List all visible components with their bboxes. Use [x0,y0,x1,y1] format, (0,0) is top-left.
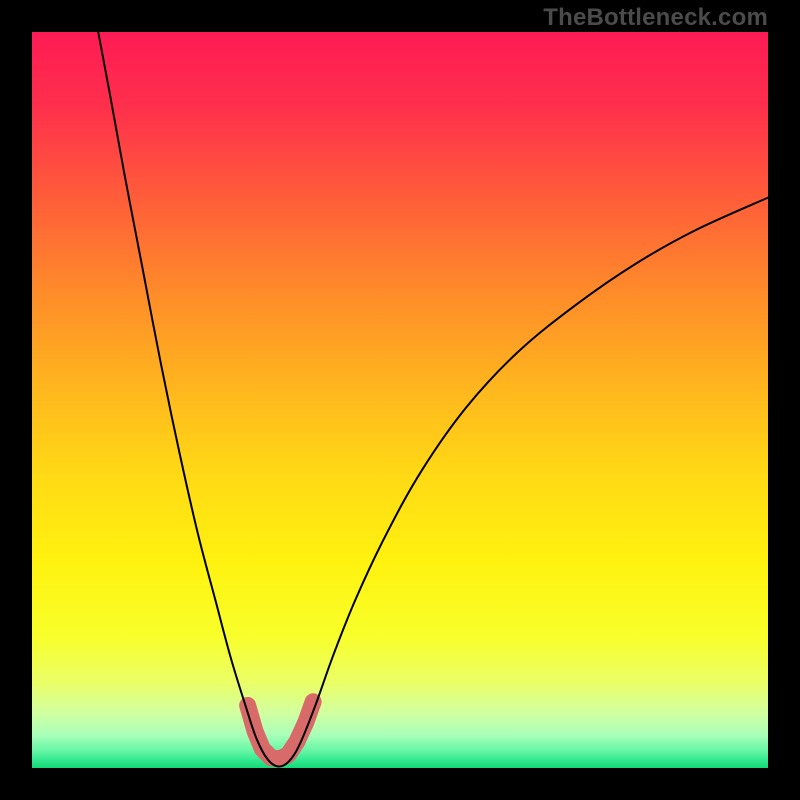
chart-frame [0,0,800,800]
watermark-text: TheBottleneck.com [543,4,768,32]
plot-background [32,32,768,768]
chart-svg [0,0,800,800]
